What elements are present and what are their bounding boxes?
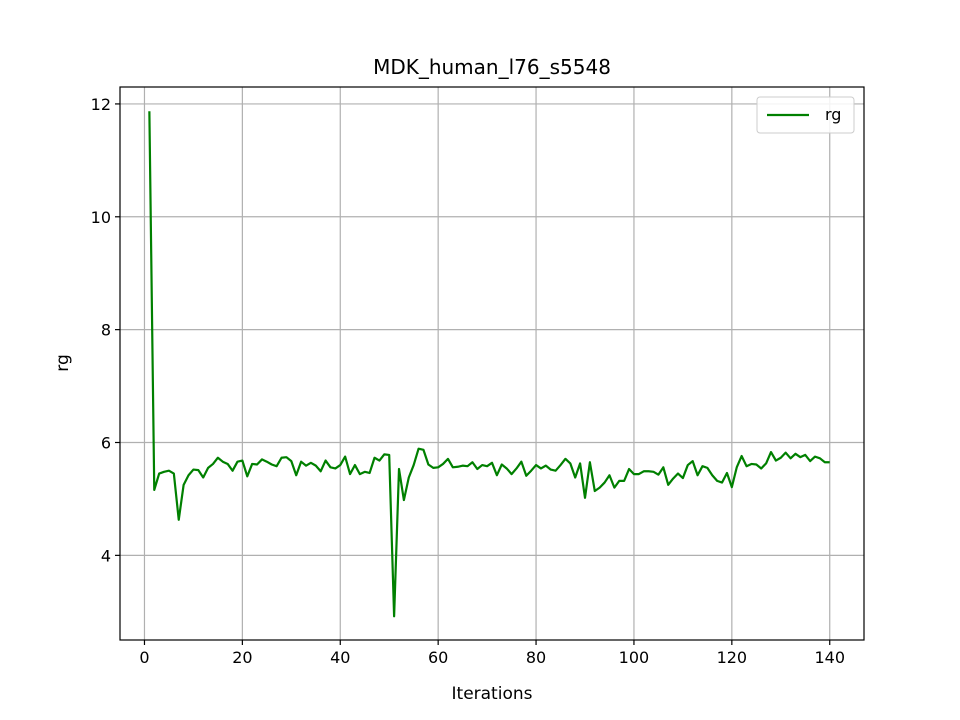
x-axis: 0 20 40 60 80 100 120 140: [139, 640, 845, 667]
x-tick-label: 40: [330, 648, 350, 667]
legend-label: rg: [825, 105, 841, 124]
series-layer: [148, 111, 830, 618]
x-tick-label: 20: [232, 648, 252, 667]
y-tick-label: 12: [91, 95, 111, 114]
y-axis: 4 6 8 10 12: [91, 95, 120, 565]
series-line-rg: [148, 111, 830, 618]
y-tick-label: 4: [101, 546, 111, 565]
x-tick-label: 120: [717, 648, 748, 667]
y-tick-label: 6: [101, 434, 111, 453]
y-tick-label: 8: [101, 321, 111, 340]
grid: [120, 87, 864, 640]
x-axis-label: Iterations: [452, 684, 533, 704]
chart-title: MDK_human_l76_s5548: [373, 55, 611, 79]
legend: rg: [756, 96, 855, 134]
y-axis-label: rg: [53, 354, 73, 371]
x-tick-label: 80: [526, 648, 546, 667]
y-tick-label: 10: [91, 208, 111, 227]
x-tick-label: 140: [814, 648, 845, 667]
x-tick-label: 0: [139, 648, 149, 667]
x-tick-label: 100: [619, 648, 650, 667]
x-tick-label: 60: [428, 648, 448, 667]
plot-frame: [119, 86, 865, 641]
